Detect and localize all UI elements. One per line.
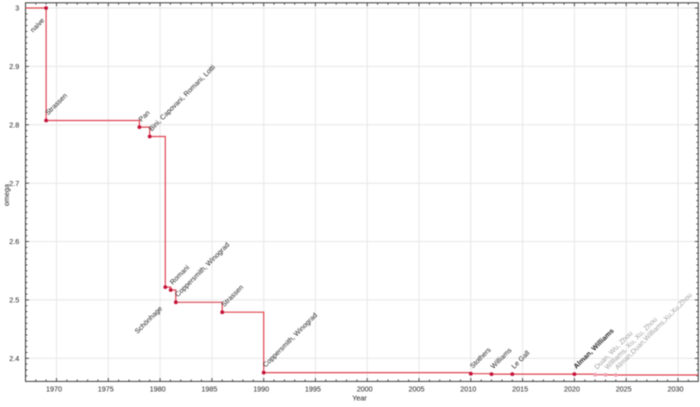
svg-text:2.8: 2.8 (9, 120, 19, 129)
svg-text:1975: 1975 (98, 385, 114, 394)
svg-text:2025: 2025 (616, 385, 632, 394)
svg-text:2.7: 2.7 (9, 179, 19, 188)
svg-text:2000: 2000 (357, 385, 373, 394)
svg-text:2.6: 2.6 (9, 237, 19, 246)
svg-text:2.5: 2.5 (9, 296, 19, 305)
svg-text:2020: 2020 (564, 385, 580, 394)
svg-text:1970: 1970 (46, 385, 62, 394)
svg-text:1990: 1990 (253, 385, 269, 394)
svg-text:Year: Year (352, 394, 367, 403)
svg-text:omega: omega (2, 184, 11, 206)
svg-text:2005: 2005 (409, 385, 425, 394)
svg-text:2030: 2030 (668, 385, 684, 394)
svg-text:1995: 1995 (305, 385, 321, 394)
svg-text:1980: 1980 (150, 385, 166, 394)
svg-text:1985: 1985 (201, 385, 217, 394)
svg-text:2015: 2015 (512, 385, 528, 394)
svg-text:2.9: 2.9 (9, 62, 19, 71)
svg-text:3: 3 (15, 4, 19, 13)
svg-text:2.4: 2.4 (9, 354, 19, 363)
svg-text:2010: 2010 (460, 385, 476, 394)
